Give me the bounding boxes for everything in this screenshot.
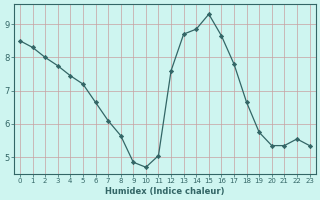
- X-axis label: Humidex (Indice chaleur): Humidex (Indice chaleur): [105, 187, 225, 196]
